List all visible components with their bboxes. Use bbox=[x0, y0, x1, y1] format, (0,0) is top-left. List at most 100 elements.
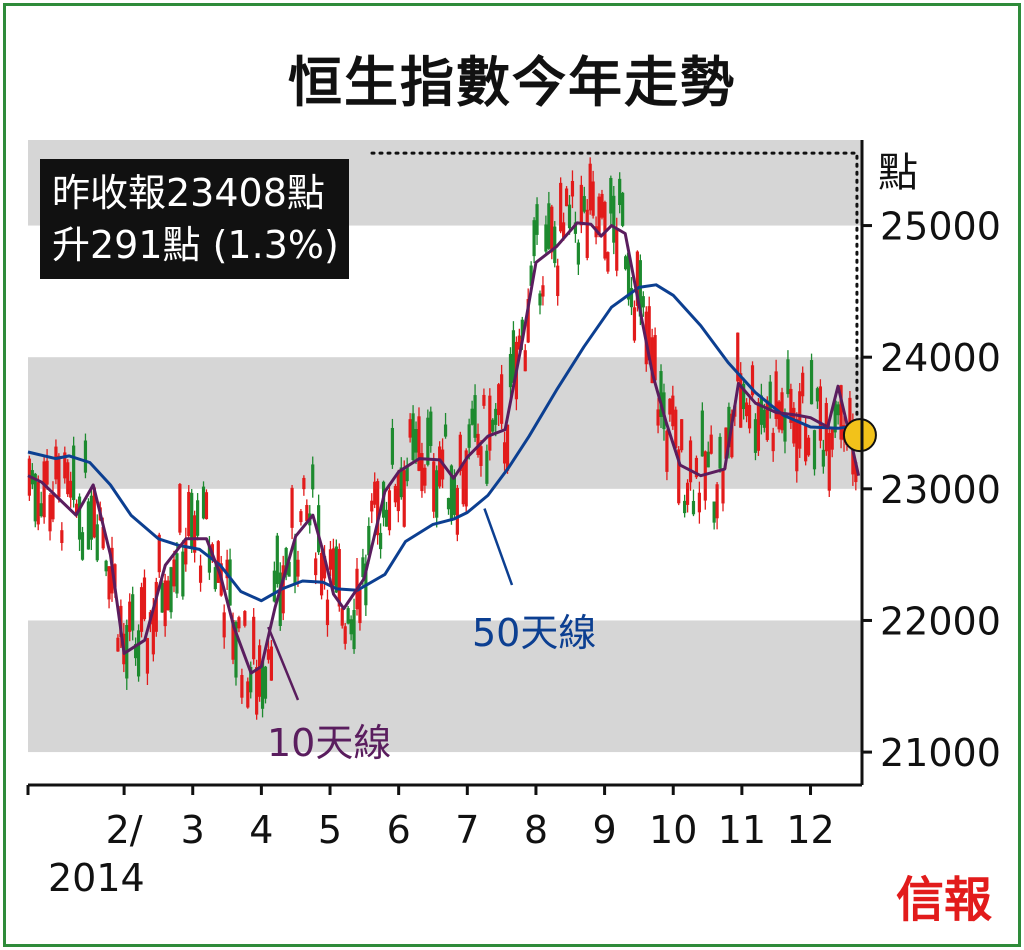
candle-body bbox=[801, 372, 805, 397]
candle-body bbox=[461, 464, 465, 505]
candle-body bbox=[231, 620, 235, 660]
candle-body bbox=[432, 461, 436, 512]
candle-body bbox=[668, 398, 672, 415]
candle-body bbox=[290, 487, 294, 528]
candle-body bbox=[257, 645, 262, 697]
candle-body bbox=[792, 407, 796, 444]
candle-body bbox=[683, 500, 687, 514]
candle-body bbox=[623, 256, 628, 270]
candle-body bbox=[107, 566, 111, 600]
candle-body bbox=[48, 494, 52, 532]
candle-body bbox=[116, 637, 120, 652]
candle-body bbox=[500, 374, 504, 424]
candle-body bbox=[252, 616, 256, 660]
grid-band-2 bbox=[28, 620, 862, 753]
chart-title: 恒生指數今年走勢 bbox=[288, 51, 736, 114]
candle-body bbox=[747, 405, 752, 429]
candle-body bbox=[511, 330, 516, 383]
candle-body bbox=[691, 500, 696, 515]
candle-body bbox=[423, 467, 427, 486]
candle-body bbox=[399, 467, 403, 498]
candle-body bbox=[609, 177, 613, 214]
candle-body bbox=[373, 481, 377, 505]
candle-body bbox=[502, 442, 507, 464]
candle-body bbox=[804, 424, 808, 462]
candle-body bbox=[482, 394, 486, 406]
candle-body bbox=[331, 548, 335, 586]
candle-body bbox=[45, 460, 49, 485]
candle-body bbox=[783, 412, 787, 442]
candle-body bbox=[446, 497, 451, 510]
candle-body bbox=[544, 224, 548, 252]
candle-body bbox=[361, 557, 365, 578]
close-callout: 昨收報23408點 升291點 (1.3%) bbox=[40, 159, 349, 279]
candle-body bbox=[452, 475, 457, 515]
candle-body bbox=[680, 419, 684, 451]
candle-body bbox=[384, 509, 389, 527]
candle-body bbox=[278, 572, 282, 626]
candle-body bbox=[95, 524, 99, 561]
y-tick-label: 23000 bbox=[880, 468, 1001, 512]
candle-body bbox=[833, 400, 837, 433]
candle-body bbox=[497, 384, 501, 416]
candle-body bbox=[367, 525, 371, 556]
candle-body bbox=[485, 450, 489, 484]
candle-body bbox=[411, 413, 415, 461]
candle-body bbox=[694, 457, 699, 478]
candle-body bbox=[795, 419, 799, 472]
candle-body bbox=[491, 419, 495, 432]
candle-body bbox=[724, 427, 728, 459]
candle-body bbox=[659, 371, 663, 418]
candle-body bbox=[854, 462, 858, 483]
candle-body bbox=[612, 195, 616, 243]
candle-body bbox=[299, 511, 303, 523]
candle-body bbox=[396, 472, 400, 512]
candle-body bbox=[417, 416, 421, 471]
x-tick-label: 6 bbox=[387, 808, 411, 852]
candle-body bbox=[759, 395, 763, 425]
candle-body bbox=[393, 485, 397, 503]
ma10-label: 10天線 bbox=[267, 721, 392, 765]
candle-body bbox=[438, 446, 442, 487]
candle-body bbox=[328, 549, 333, 570]
candle-body bbox=[629, 288, 634, 308]
candle-body bbox=[606, 252, 610, 272]
candle-body bbox=[653, 335, 657, 381]
candle-body bbox=[745, 402, 749, 417]
candle-body bbox=[538, 293, 542, 306]
candle-body bbox=[145, 638, 150, 674]
candle-body bbox=[69, 480, 73, 498]
candle-body bbox=[697, 492, 701, 513]
x-tick-label: 5 bbox=[318, 808, 342, 852]
candle-body bbox=[184, 538, 188, 565]
candle-body bbox=[196, 500, 200, 536]
candle-body bbox=[426, 417, 430, 465]
x-tick-label: 8 bbox=[524, 808, 548, 852]
ma50-line bbox=[27, 283, 859, 603]
candle-body bbox=[163, 580, 167, 627]
candle-body bbox=[771, 432, 775, 452]
candle-body bbox=[340, 608, 344, 626]
candle-body bbox=[809, 360, 814, 405]
candle-body bbox=[151, 608, 155, 655]
candle-body bbox=[269, 646, 274, 681]
candle-body bbox=[222, 612, 226, 638]
candle-body bbox=[134, 644, 138, 659]
candle-body bbox=[293, 538, 297, 584]
candle-body bbox=[198, 565, 203, 583]
candle-body bbox=[582, 196, 586, 212]
x-tick-label: 12 bbox=[786, 808, 834, 852]
x-year-label: 2014 bbox=[48, 856, 145, 900]
candle-body bbox=[671, 395, 675, 427]
candle-body bbox=[243, 611, 247, 626]
candle-body bbox=[33, 473, 37, 522]
candle-body bbox=[494, 408, 498, 425]
y-tick-label: 21000 bbox=[880, 731, 1001, 775]
candle-body bbox=[488, 395, 492, 451]
candle-body bbox=[567, 204, 572, 229]
candle-body bbox=[806, 437, 811, 456]
candle-body bbox=[405, 465, 409, 482]
candle-body bbox=[77, 496, 82, 540]
candle-body bbox=[706, 451, 710, 468]
candle-body bbox=[213, 567, 217, 590]
